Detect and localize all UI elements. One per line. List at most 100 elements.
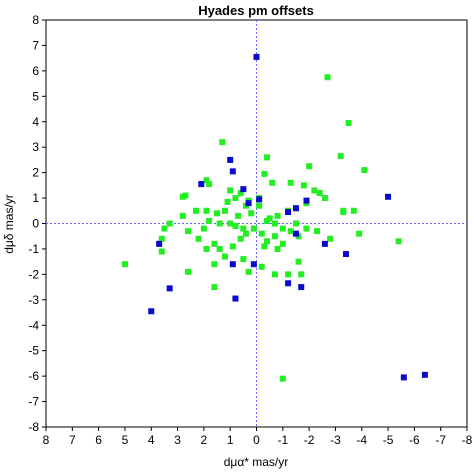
y-tick-label: -1 — [28, 242, 39, 256]
green-data-point — [206, 181, 213, 188]
green-data-point — [287, 179, 294, 186]
x-tick-label: -1 — [277, 433, 288, 447]
green-data-point — [203, 207, 210, 214]
green-data-point — [271, 220, 278, 227]
x-tick-label: -5 — [383, 433, 394, 447]
y-tick-label: -3 — [28, 293, 39, 307]
blue-data-point — [166, 285, 173, 292]
y-tick-label: -8 — [28, 420, 39, 434]
green-data-point — [237, 189, 244, 196]
green-data-point — [303, 225, 310, 232]
green-data-point — [258, 230, 265, 237]
green-data-point — [350, 207, 357, 214]
y-tick-label: -5 — [28, 344, 39, 358]
green-data-point — [179, 193, 186, 200]
blue-data-point — [285, 209, 292, 216]
y-axis-title: dμδ mas/yr — [2, 194, 16, 254]
y-tick-label: 5 — [32, 89, 39, 103]
green-data-point — [211, 261, 218, 268]
x-tick-label: 6 — [95, 433, 102, 447]
green-data-point — [235, 212, 242, 219]
green-data-point — [219, 139, 226, 146]
green-data-point — [345, 120, 352, 127]
green-data-point — [185, 228, 192, 235]
y-tick-label: 7 — [32, 38, 39, 52]
green-data-point — [311, 187, 318, 194]
x-tick-label: 3 — [174, 433, 181, 447]
x-tick-label: -3 — [330, 433, 341, 447]
blue-data-point — [292, 230, 299, 237]
chart-title: Hyades pm offsets — [198, 3, 314, 18]
blue-data-point — [292, 205, 299, 212]
x-tick-label: -6 — [409, 433, 420, 447]
zero-lines — [46, 20, 467, 427]
green-data-point — [279, 225, 286, 232]
blue-data-point — [253, 53, 260, 60]
y-axis: 8 7 6 5 4 3 2 1 0 -1 -2 -3 -4 -5 -6 -7 -8 — [28, 13, 46, 434]
green-data-point — [216, 245, 223, 252]
blue-data-point — [321, 240, 328, 247]
green-data-point — [361, 167, 368, 174]
x-tick-label: -4 — [356, 433, 367, 447]
green-data-point — [298, 271, 305, 278]
blue-data-point — [245, 200, 252, 207]
y-tick-label: 4 — [32, 115, 39, 129]
blue-data-point — [240, 186, 247, 193]
green-data-point — [292, 220, 299, 227]
x-tick-label: 8 — [43, 433, 50, 447]
green-data-point — [227, 220, 234, 227]
green-data-point — [211, 240, 218, 247]
blue-data-point — [227, 156, 234, 163]
blue-data-point — [232, 295, 239, 302]
green-data-point — [395, 238, 402, 245]
green-data-point — [240, 225, 247, 232]
green-data-point — [121, 261, 128, 268]
blue-data-point — [421, 371, 428, 378]
green-data-point — [179, 212, 186, 219]
green-data-point — [237, 235, 244, 242]
green-data-point — [295, 258, 302, 265]
green-data-point — [340, 207, 347, 214]
green-data-point — [316, 189, 323, 196]
green-data-point — [327, 235, 334, 242]
blue-data-point — [385, 193, 392, 200]
blue-data-point — [285, 280, 292, 287]
green-data-point — [271, 233, 278, 240]
green-data-point — [314, 228, 321, 235]
green-data-point — [240, 256, 247, 263]
blue-data-point — [229, 168, 236, 175]
green-data-point — [185, 268, 192, 275]
x-axis: 8 7 6 5 4 3 2 1 0 -1 -2 -3 -4 -5 -6 -7 -8 — [43, 427, 473, 447]
green-data-point — [227, 187, 234, 194]
green-data-point — [324, 74, 331, 81]
blue-data-point — [303, 197, 310, 204]
blue-data-point — [156, 240, 163, 247]
green-data-point — [248, 210, 255, 217]
blue-data-point — [250, 261, 257, 268]
x-axis-title: dμα* mas/yr — [224, 455, 289, 469]
green-data-point — [261, 243, 268, 250]
y-tick-label: 8 — [32, 13, 39, 27]
green-data-point — [161, 225, 168, 232]
green-data-point — [211, 284, 218, 291]
x-tick-label: 7 — [69, 433, 76, 447]
green-data-point — [250, 225, 257, 232]
y-tick-label: 2 — [32, 166, 39, 180]
x-tick-label: 2 — [201, 433, 208, 447]
x-tick-label: 0 — [253, 433, 260, 447]
x-tick-label: -8 — [462, 433, 473, 447]
green-data-point — [269, 179, 276, 186]
blue-data-point — [256, 196, 263, 203]
green-data-point — [264, 154, 271, 161]
x-tick-label: 5 — [122, 433, 129, 447]
blue-data-point — [400, 374, 407, 381]
green-data-point — [300, 182, 307, 189]
data-points — [121, 53, 428, 382]
y-tick-label: 3 — [32, 140, 39, 154]
y-tick-label: 0 — [32, 217, 39, 231]
green-data-point — [221, 253, 228, 260]
green-data-point — [306, 163, 313, 170]
green-data-point — [256, 202, 263, 209]
green-data-point — [224, 198, 231, 205]
